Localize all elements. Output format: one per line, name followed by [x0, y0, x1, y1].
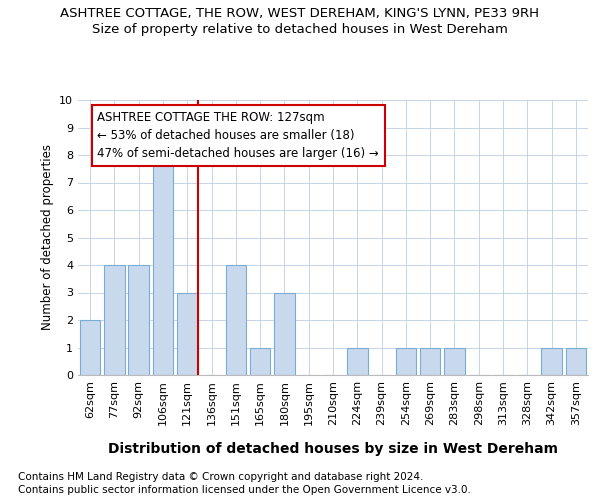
Text: Distribution of detached houses by size in West Dereham: Distribution of detached houses by size …: [108, 442, 558, 456]
Bar: [347, 348, 368, 375]
Bar: [395, 348, 416, 375]
Bar: [177, 292, 197, 375]
Y-axis label: Number of detached properties: Number of detached properties: [41, 144, 53, 330]
Bar: [80, 320, 100, 375]
Text: ASHTREE COTTAGE, THE ROW, WEST DEREHAM, KING'S LYNN, PE33 9RH: ASHTREE COTTAGE, THE ROW, WEST DEREHAM, …: [61, 8, 539, 20]
Text: Contains HM Land Registry data © Crown copyright and database right 2024.: Contains HM Land Registry data © Crown c…: [18, 472, 424, 482]
Bar: [152, 155, 173, 375]
Bar: [250, 348, 271, 375]
Bar: [104, 265, 125, 375]
Text: Size of property relative to detached houses in West Dereham: Size of property relative to detached ho…: [92, 22, 508, 36]
Text: ASHTREE COTTAGE THE ROW: 127sqm
← 53% of detached houses are smaller (18)
47% of: ASHTREE COTTAGE THE ROW: 127sqm ← 53% of…: [97, 111, 379, 160]
Bar: [541, 348, 562, 375]
Bar: [566, 348, 586, 375]
Bar: [226, 265, 246, 375]
Bar: [444, 348, 465, 375]
Bar: [420, 348, 440, 375]
Bar: [274, 292, 295, 375]
Bar: [128, 265, 149, 375]
Text: Contains public sector information licensed under the Open Government Licence v3: Contains public sector information licen…: [18, 485, 471, 495]
